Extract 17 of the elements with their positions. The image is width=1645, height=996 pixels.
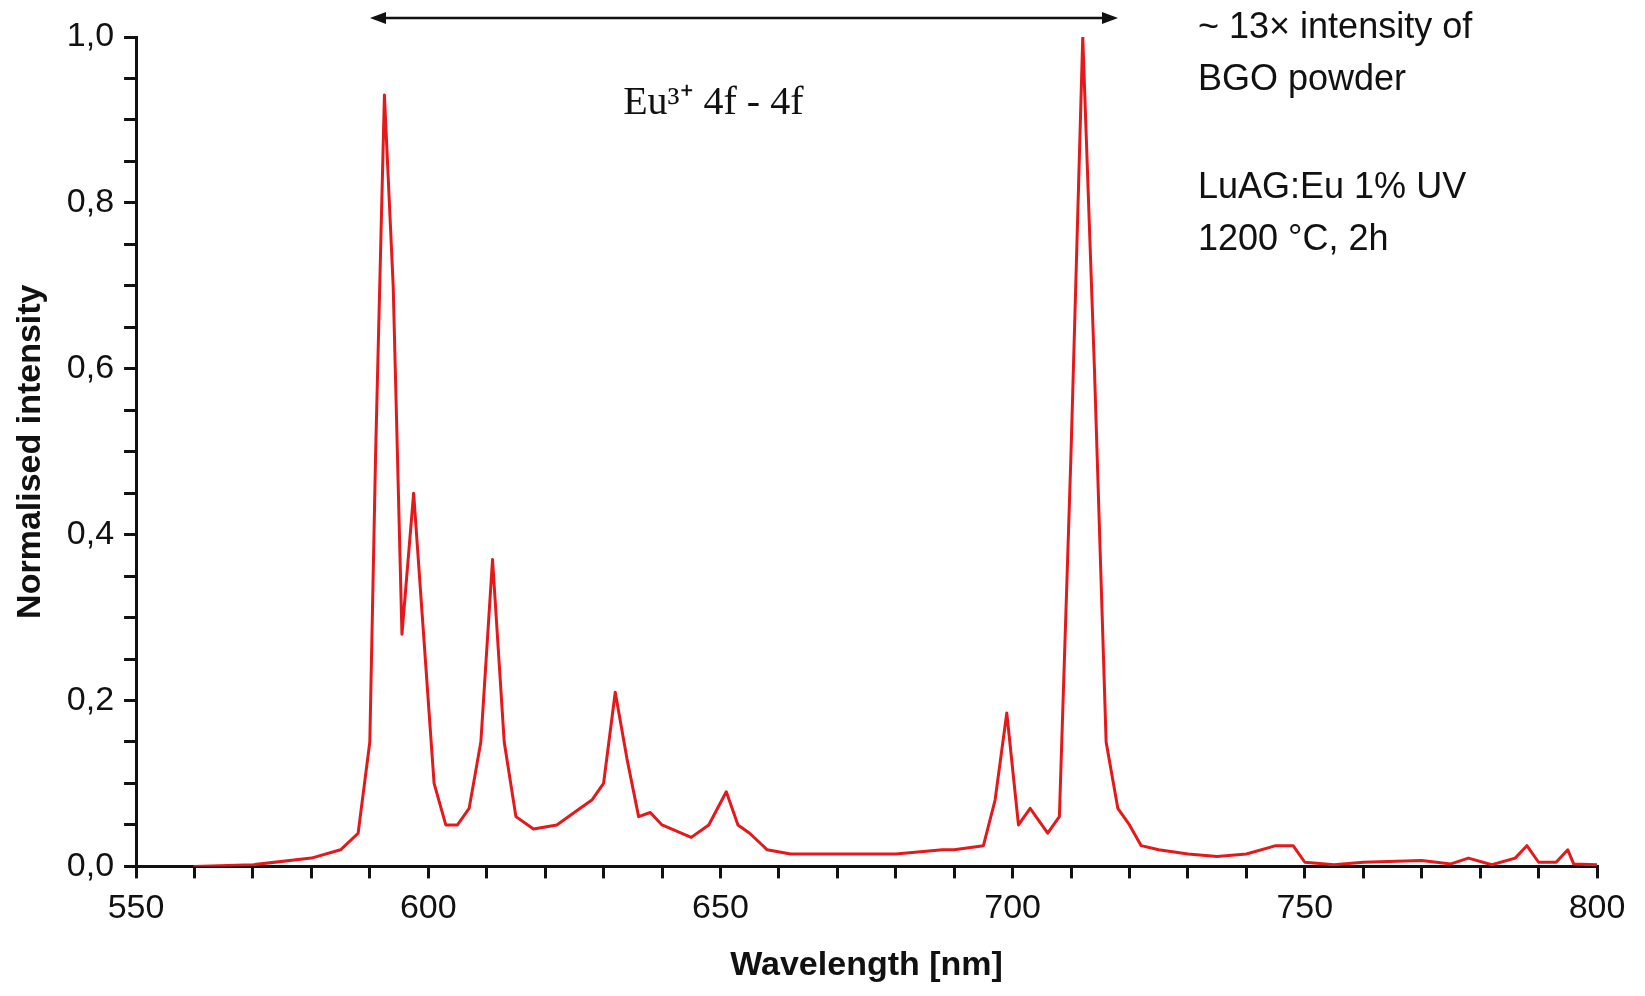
y-tick-label: 0,2 bbox=[66, 678, 115, 717]
annotation: LuAG:Eu 1% UV 1200 °C, 2h bbox=[1198, 164, 1467, 261]
x-tick-label: 800 bbox=[1568, 887, 1626, 926]
x-tick-label: 600 bbox=[399, 887, 457, 926]
y-tick-label: 0,0 bbox=[66, 844, 115, 883]
y-tick-label: 0,8 bbox=[66, 181, 115, 220]
annotation: ~ 13× intensity of BGO powder bbox=[1198, 4, 1473, 101]
x-tick-label: 700 bbox=[984, 887, 1041, 926]
x-tick-label: 750 bbox=[1276, 887, 1334, 926]
y-tick-label: 0,6 bbox=[66, 347, 115, 386]
y-axis-title: Normalised intensity bbox=[8, 284, 47, 619]
x-tick-label: 650 bbox=[692, 887, 749, 926]
y-tick-label: 0,4 bbox=[66, 513, 115, 552]
annotation: Eu³⁺ 4f - 4f bbox=[623, 77, 804, 125]
x-axis-title: Wavelength [nm] bbox=[730, 943, 1003, 982]
x-tick-label: 550 bbox=[107, 887, 165, 926]
y-tick-label: 1,0 bbox=[66, 15, 115, 54]
